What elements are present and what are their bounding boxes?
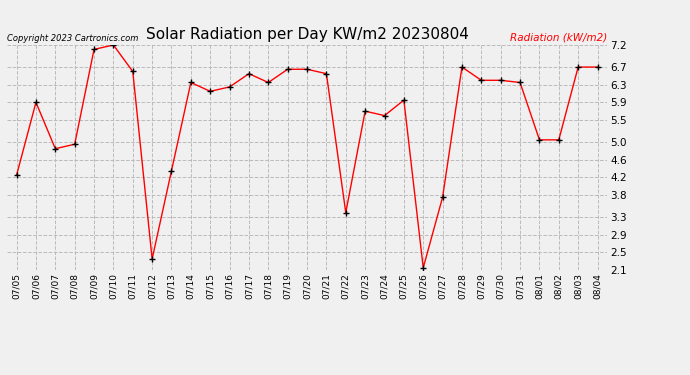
Text: Copyright 2023 Cartronics.com: Copyright 2023 Cartronics.com [7, 34, 138, 43]
Text: Radiation (kW/m2): Radiation (kW/m2) [510, 33, 607, 43]
Title: Solar Radiation per Day KW/m2 20230804: Solar Radiation per Day KW/m2 20230804 [146, 27, 469, 42]
